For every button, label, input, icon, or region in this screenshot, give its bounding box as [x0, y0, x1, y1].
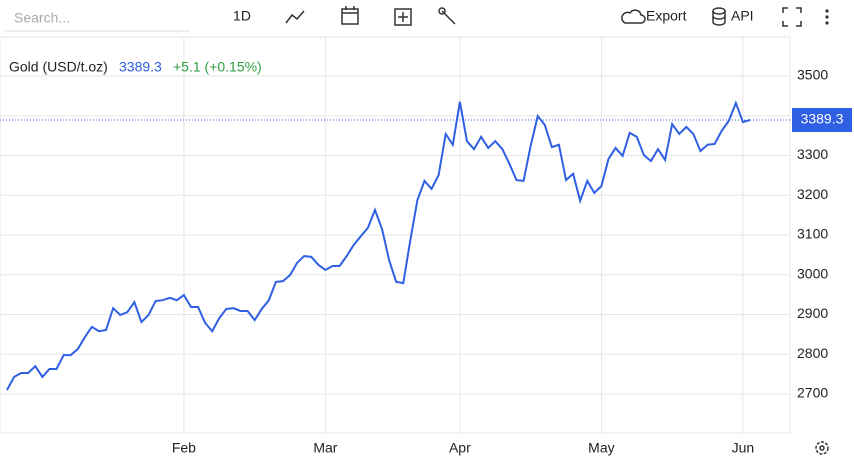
y-tick-label: 2700 — [797, 385, 828, 401]
x-tick-label: May — [588, 440, 614, 456]
y-tick-label: 3500 — [797, 67, 828, 83]
tools-button[interactable] — [438, 7, 456, 25]
export-button[interactable]: Export — [621, 8, 687, 24]
search-placeholder[interactable]: Search... — [14, 10, 70, 26]
search-box[interactable]: Search... — [4, 10, 190, 32]
legend-change: +5.1 (+0.15%) — [173, 59, 262, 75]
x-tick-label: Jun — [732, 440, 755, 456]
y-tick-label: 2900 — [797, 305, 828, 321]
api-button[interactable]: API — [712, 7, 754, 26]
x-tick-label: Apr — [449, 440, 471, 456]
price-line — [6, 100, 751, 391]
add-indicator-button[interactable] — [394, 8, 412, 26]
interval-button[interactable]: 1D — [233, 8, 251, 24]
plot-area: 270028002900300031003200330034003500FebM… — [0, 36, 852, 456]
export-label[interactable]: Export — [646, 8, 687, 24]
legend-last-value: 3389.3 — [119, 59, 162, 75]
y-tick-label: 2800 — [797, 345, 828, 361]
last-price-tag — [792, 107, 852, 132]
api-label[interactable]: API — [731, 8, 754, 24]
fullscreen-button[interactable] — [782, 7, 802, 27]
last-price-label: 3389.3 — [801, 111, 844, 127]
y-tick-label: 3300 — [797, 146, 828, 162]
legend-title: Gold (USD/t.oz) — [9, 59, 108, 75]
calendar-button[interactable] — [341, 6, 359, 25]
y-tick-label: 3100 — [797, 226, 828, 242]
x-tick-label: Mar — [313, 440, 337, 456]
chart-type-button[interactable] — [285, 10, 305, 24]
settings-button[interactable] — [815, 441, 829, 455]
y-tick-label: 3000 — [797, 265, 828, 281]
menu-button[interactable] — [825, 9, 829, 25]
x-tick-label: Feb — [172, 440, 196, 456]
y-tick-label: 3200 — [797, 186, 828, 202]
